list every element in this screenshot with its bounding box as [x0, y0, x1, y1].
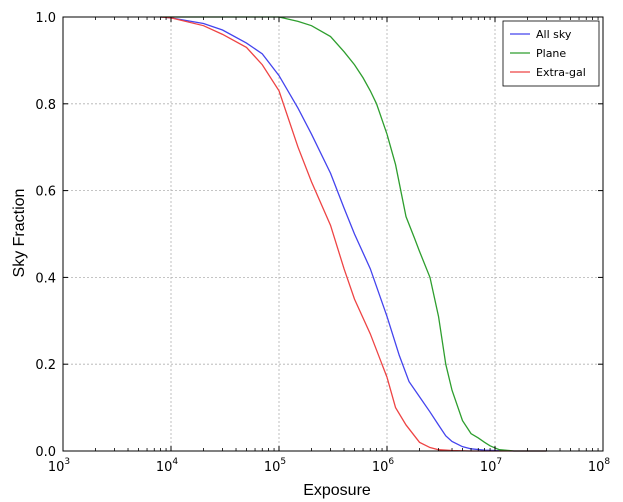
y-tick-label: 0.6: [35, 185, 56, 200]
x-tick-label: 108: [588, 457, 611, 475]
x-tick-label: 107: [480, 457, 502, 475]
legend-label: All sky: [536, 28, 572, 41]
series-lines: [160, 16, 547, 452]
axis-ticks: 103 104 105 106 107 108 0.0 0.2 0.4 0.6 0.8 1.0: [35, 11, 610, 475]
y-tick-label: 0.0: [35, 445, 56, 460]
legend-label: Plane: [536, 47, 566, 60]
x-tick-label: 105: [264, 457, 286, 475]
y-tick-label: 0.8: [35, 98, 56, 113]
legend: All sky Plane Extra-gal: [502, 20, 600, 87]
series-line-all-sky: [160, 16, 547, 452]
y-tick-label: 0.2: [35, 358, 56, 373]
plot-frame: [62, 16, 604, 452]
x-tick-label: 103: [48, 457, 70, 475]
x-axis-label: Exposure: [303, 482, 371, 499]
y-tick-label: 0.4: [35, 271, 56, 286]
series-line-extra-gal: [160, 16, 547, 452]
legend-label: Extra-gal: [536, 66, 586, 79]
x-tick-label: 106: [372, 457, 395, 475]
y-axis-label: Sky Fraction: [11, 189, 28, 278]
y-tick-label: 1.0: [35, 11, 56, 26]
series-line-plane: [160, 16, 547, 452]
x-tick-label: 104: [156, 457, 179, 475]
